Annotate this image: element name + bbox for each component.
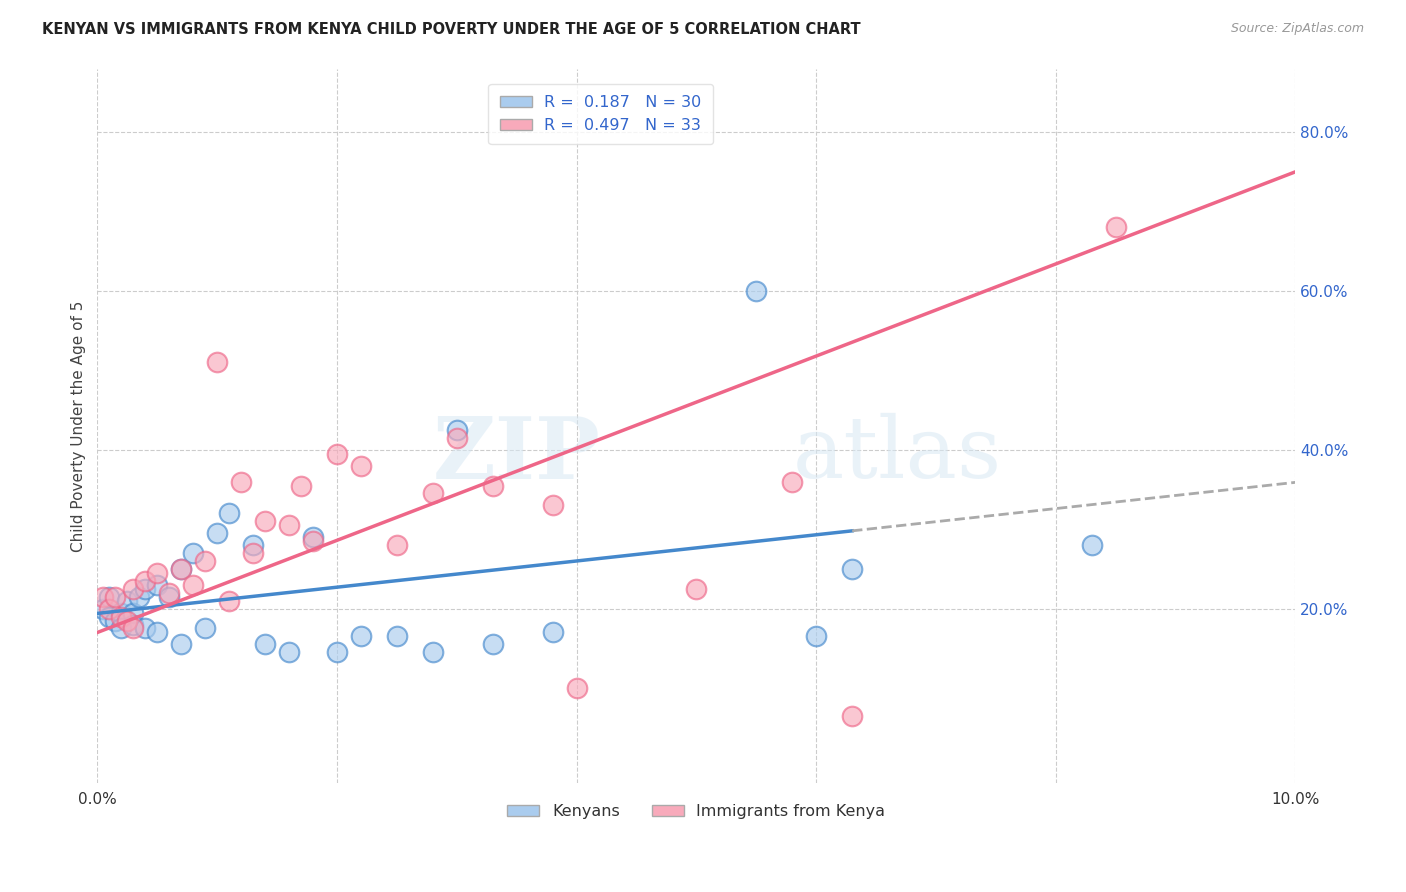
Point (302, 530, 325, 544)
Point (1105, 220, 1128, 235)
Point (780, 475, 803, 489)
Point (446, 431, 468, 445)
Point (242, 538, 264, 552)
Point (122, 617, 145, 632)
Point (98, 590, 121, 604)
Point (98, 601, 121, 615)
Point (194, 622, 217, 636)
Text: Source: ZipAtlas.com: Source: ZipAtlas.com (1230, 22, 1364, 36)
Point (122, 606, 145, 620)
Point (254, 637, 277, 651)
Point (841, 709, 863, 723)
Point (122, 582, 145, 596)
Point (93, 601, 115, 615)
Y-axis label: Child Poverty Under the Age of 5: Child Poverty Under the Age of 5 (72, 301, 86, 551)
Point (170, 637, 193, 651)
Point (242, 546, 264, 560)
Point (146, 625, 169, 640)
Point (254, 514, 277, 528)
Point (350, 630, 373, 644)
Point (98, 609, 121, 624)
Point (290, 478, 312, 492)
Point (806, 630, 828, 644)
Point (481, 478, 503, 492)
Point (205, 355, 228, 369)
Point (134, 574, 156, 588)
Point (422, 645, 444, 659)
Point (157, 586, 180, 600)
Point (110, 622, 132, 636)
Point (278, 518, 301, 533)
Text: KENYAN VS IMMIGRANTS FROM KENYA CHILD POVERTY UNDER THE AGE OF 5 CORRELATION CHA: KENYAN VS IMMIGRANTS FROM KENYA CHILD PO… (42, 22, 860, 37)
Point (134, 622, 156, 636)
Point (117, 614, 139, 628)
Point (181, 546, 204, 560)
Point (170, 562, 193, 576)
Point (181, 578, 204, 592)
Point (541, 625, 564, 640)
Point (541, 499, 564, 513)
Point (841, 562, 863, 576)
Point (128, 590, 150, 604)
Point (110, 609, 132, 624)
Point (565, 681, 588, 695)
Text: atlas: atlas (792, 413, 1001, 496)
Legend: Kenyans, Immigrants from Kenya: Kenyans, Immigrants from Kenya (501, 797, 891, 825)
Point (146, 578, 169, 592)
Point (218, 506, 240, 520)
Point (134, 582, 156, 596)
Point (385, 538, 408, 552)
Point (117, 593, 139, 607)
Point (745, 284, 768, 298)
Point (170, 562, 193, 576)
Point (205, 526, 228, 541)
Point (302, 534, 325, 549)
Point (446, 423, 468, 437)
Point (104, 614, 127, 628)
Point (218, 593, 240, 607)
Point (422, 486, 444, 500)
Point (104, 590, 127, 604)
Point (385, 630, 408, 644)
Text: ZIP: ZIP (433, 412, 600, 497)
Point (229, 475, 252, 489)
Point (326, 447, 349, 461)
Point (481, 637, 503, 651)
Point (122, 622, 145, 636)
Point (350, 458, 373, 473)
Point (1081, 538, 1104, 552)
Point (685, 582, 707, 596)
Point (157, 590, 180, 604)
Point (278, 645, 301, 659)
Point (146, 566, 169, 580)
Point (93, 590, 115, 604)
Point (194, 554, 217, 568)
Point (326, 645, 349, 659)
Point (110, 606, 132, 620)
